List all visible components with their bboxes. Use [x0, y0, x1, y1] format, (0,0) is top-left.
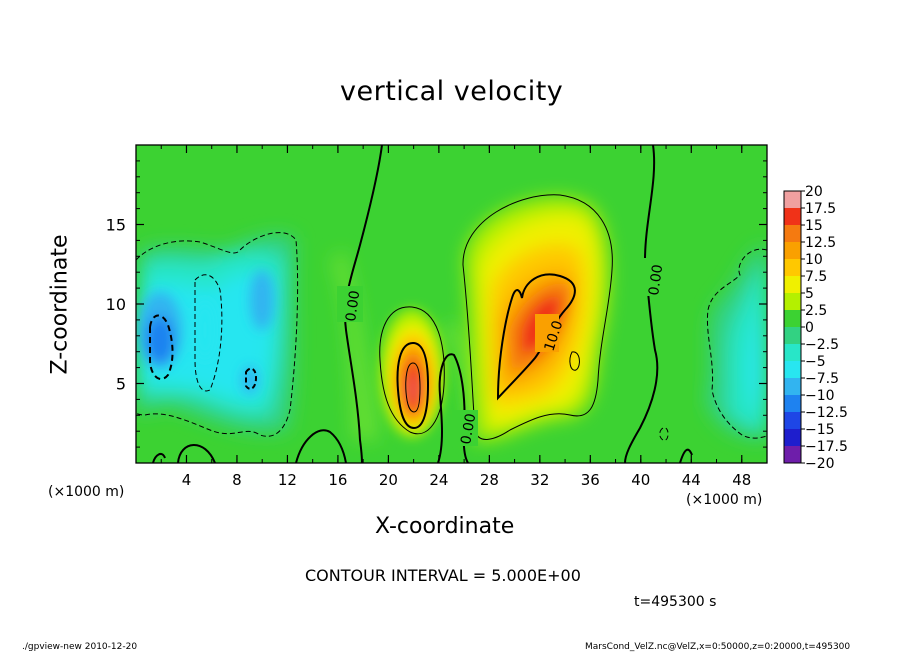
zero-contour-2: [624, 145, 659, 463]
colorbar-bin: [784, 293, 801, 311]
y-axis-label: Z-coordinate: [47, 234, 73, 375]
colorbar-label: −2.5: [805, 337, 839, 353]
neg10-contour-left: [149, 314, 174, 380]
plume2-10-contour: [496, 273, 576, 401]
zero-contour-6: [177, 444, 216, 463]
neg5-contour-left: [136, 232, 299, 437]
x-tick-label: 16: [328, 471, 347, 489]
x-tick-label: 32: [530, 471, 549, 489]
colorbar: 2017.51512.5107.552.50−2.5−5−7.5−10−12.5…: [783, 184, 848, 472]
colorbar-bin: [784, 225, 801, 243]
colorbar-bin: [784, 378, 801, 396]
colorbar-bin: [784, 361, 801, 379]
contour-label: 0.00: [646, 263, 666, 296]
program-info: ./gpview-new 2010-12-20: [22, 642, 138, 652]
x-tick-label: 24: [429, 471, 448, 489]
colorbar-bin: [784, 276, 801, 294]
colorbar-bin: [784, 327, 801, 345]
colorbar-label: −17.5: [805, 439, 848, 455]
colorbar-label: 5: [805, 286, 814, 302]
y-tick-label: 10: [106, 295, 126, 314]
contour-label-bg: [337, 286, 363, 322]
colorbar-bin: [784, 344, 801, 362]
colorbar-label: −20: [805, 456, 835, 472]
contour-interval: CONTOUR INTERVAL = 5.000E+00: [305, 566, 581, 585]
velocity-field: [136, 145, 767, 463]
colorbar-label: 15: [805, 218, 823, 234]
plume1-15-contour: [405, 362, 421, 413]
x-tick-label: 12: [278, 471, 297, 489]
contour-label-group: 0.00 0.00 0.00 10.0: [337, 258, 666, 446]
colorbar-bin: [784, 191, 801, 209]
colorbar-bin: [784, 259, 801, 277]
colorbar-bin: [784, 395, 801, 413]
contour-label: 0.00: [458, 412, 479, 445]
x-tick-label: 4: [182, 471, 192, 489]
contour-label-bg: [640, 258, 666, 296]
time-stamp: t=495300 s: [634, 594, 717, 610]
colorbar-label: −10: [805, 388, 835, 404]
contour-lines: [136, 145, 767, 463]
source-info: MarsCond_VelZ.nc@VelZ,x=0:50000,z=0:2000…: [585, 642, 851, 652]
x-tick-label: 28: [480, 471, 499, 489]
updraft-plume-1: [380, 309, 444, 437]
colorbar-bin: [784, 446, 801, 464]
x-axis-label: X-coordinate: [375, 514, 515, 539]
x-tick-label: 20: [379, 471, 398, 489]
zero-contour-4: [295, 429, 347, 463]
contour-label-bg: [452, 410, 478, 446]
x-tick-label: 36: [581, 471, 600, 489]
x-tick-label: 40: [631, 471, 650, 489]
colorbar-label: 12.5: [805, 235, 836, 251]
neg5-contour-inner: [194, 274, 223, 392]
colorbar-bin: [784, 208, 801, 226]
y-tick-label: 15: [106, 216, 126, 235]
chart-title: vertical velocity: [340, 76, 564, 107]
colorbar-label: −12.5: [805, 405, 848, 421]
colorbar-label: 0: [805, 320, 814, 336]
colorbar-label: −15: [805, 422, 835, 438]
colorbar-bin: [784, 429, 801, 447]
neg5-contour-right: [706, 248, 767, 439]
plume1-5-contour: [379, 306, 445, 435]
x-unit-left: (×1000 m): [48, 484, 125, 500]
colorbar-label: −7.5: [805, 371, 839, 387]
downdraft-region-right: [705, 245, 767, 440]
plume1-10-contour: [396, 341, 430, 430]
colorbar-bin: [784, 310, 801, 328]
neg5-contour-small-right: [659, 427, 669, 441]
x-axis-ticks: 4 8 12 16 20 24 28 32 36 40 44 48: [160, 145, 751, 489]
colorbar-label: 10: [805, 252, 823, 268]
plume2-extra-contour: [569, 351, 580, 371]
colorbar-bin: [784, 242, 801, 260]
contour-label-bg: [535, 314, 559, 352]
y-axis-ticks: 5 10 15: [106, 160, 767, 448]
x-tick-label: 8: [232, 471, 242, 489]
colorbar-label: −5: [805, 354, 826, 370]
colorbar-label: 2.5: [805, 303, 827, 319]
x-tick-label: 48: [732, 471, 751, 489]
neg10-contour-small: [245, 367, 258, 390]
colorbar-label: 17.5: [805, 201, 836, 217]
zero-contour-1: [344, 145, 383, 463]
colorbar-label: 7.5: [805, 269, 827, 285]
contour-label: 0.00: [343, 289, 363, 322]
x-unit-right: (×1000 m): [686, 492, 763, 508]
x-tick-label: 44: [682, 471, 701, 489]
y-tick-label: 5: [116, 375, 126, 394]
zero-contour-7: [679, 448, 693, 463]
colorbar-label: 20: [805, 184, 823, 200]
zero-contour-5: [152, 452, 166, 463]
colorbar-bin: [784, 412, 801, 430]
